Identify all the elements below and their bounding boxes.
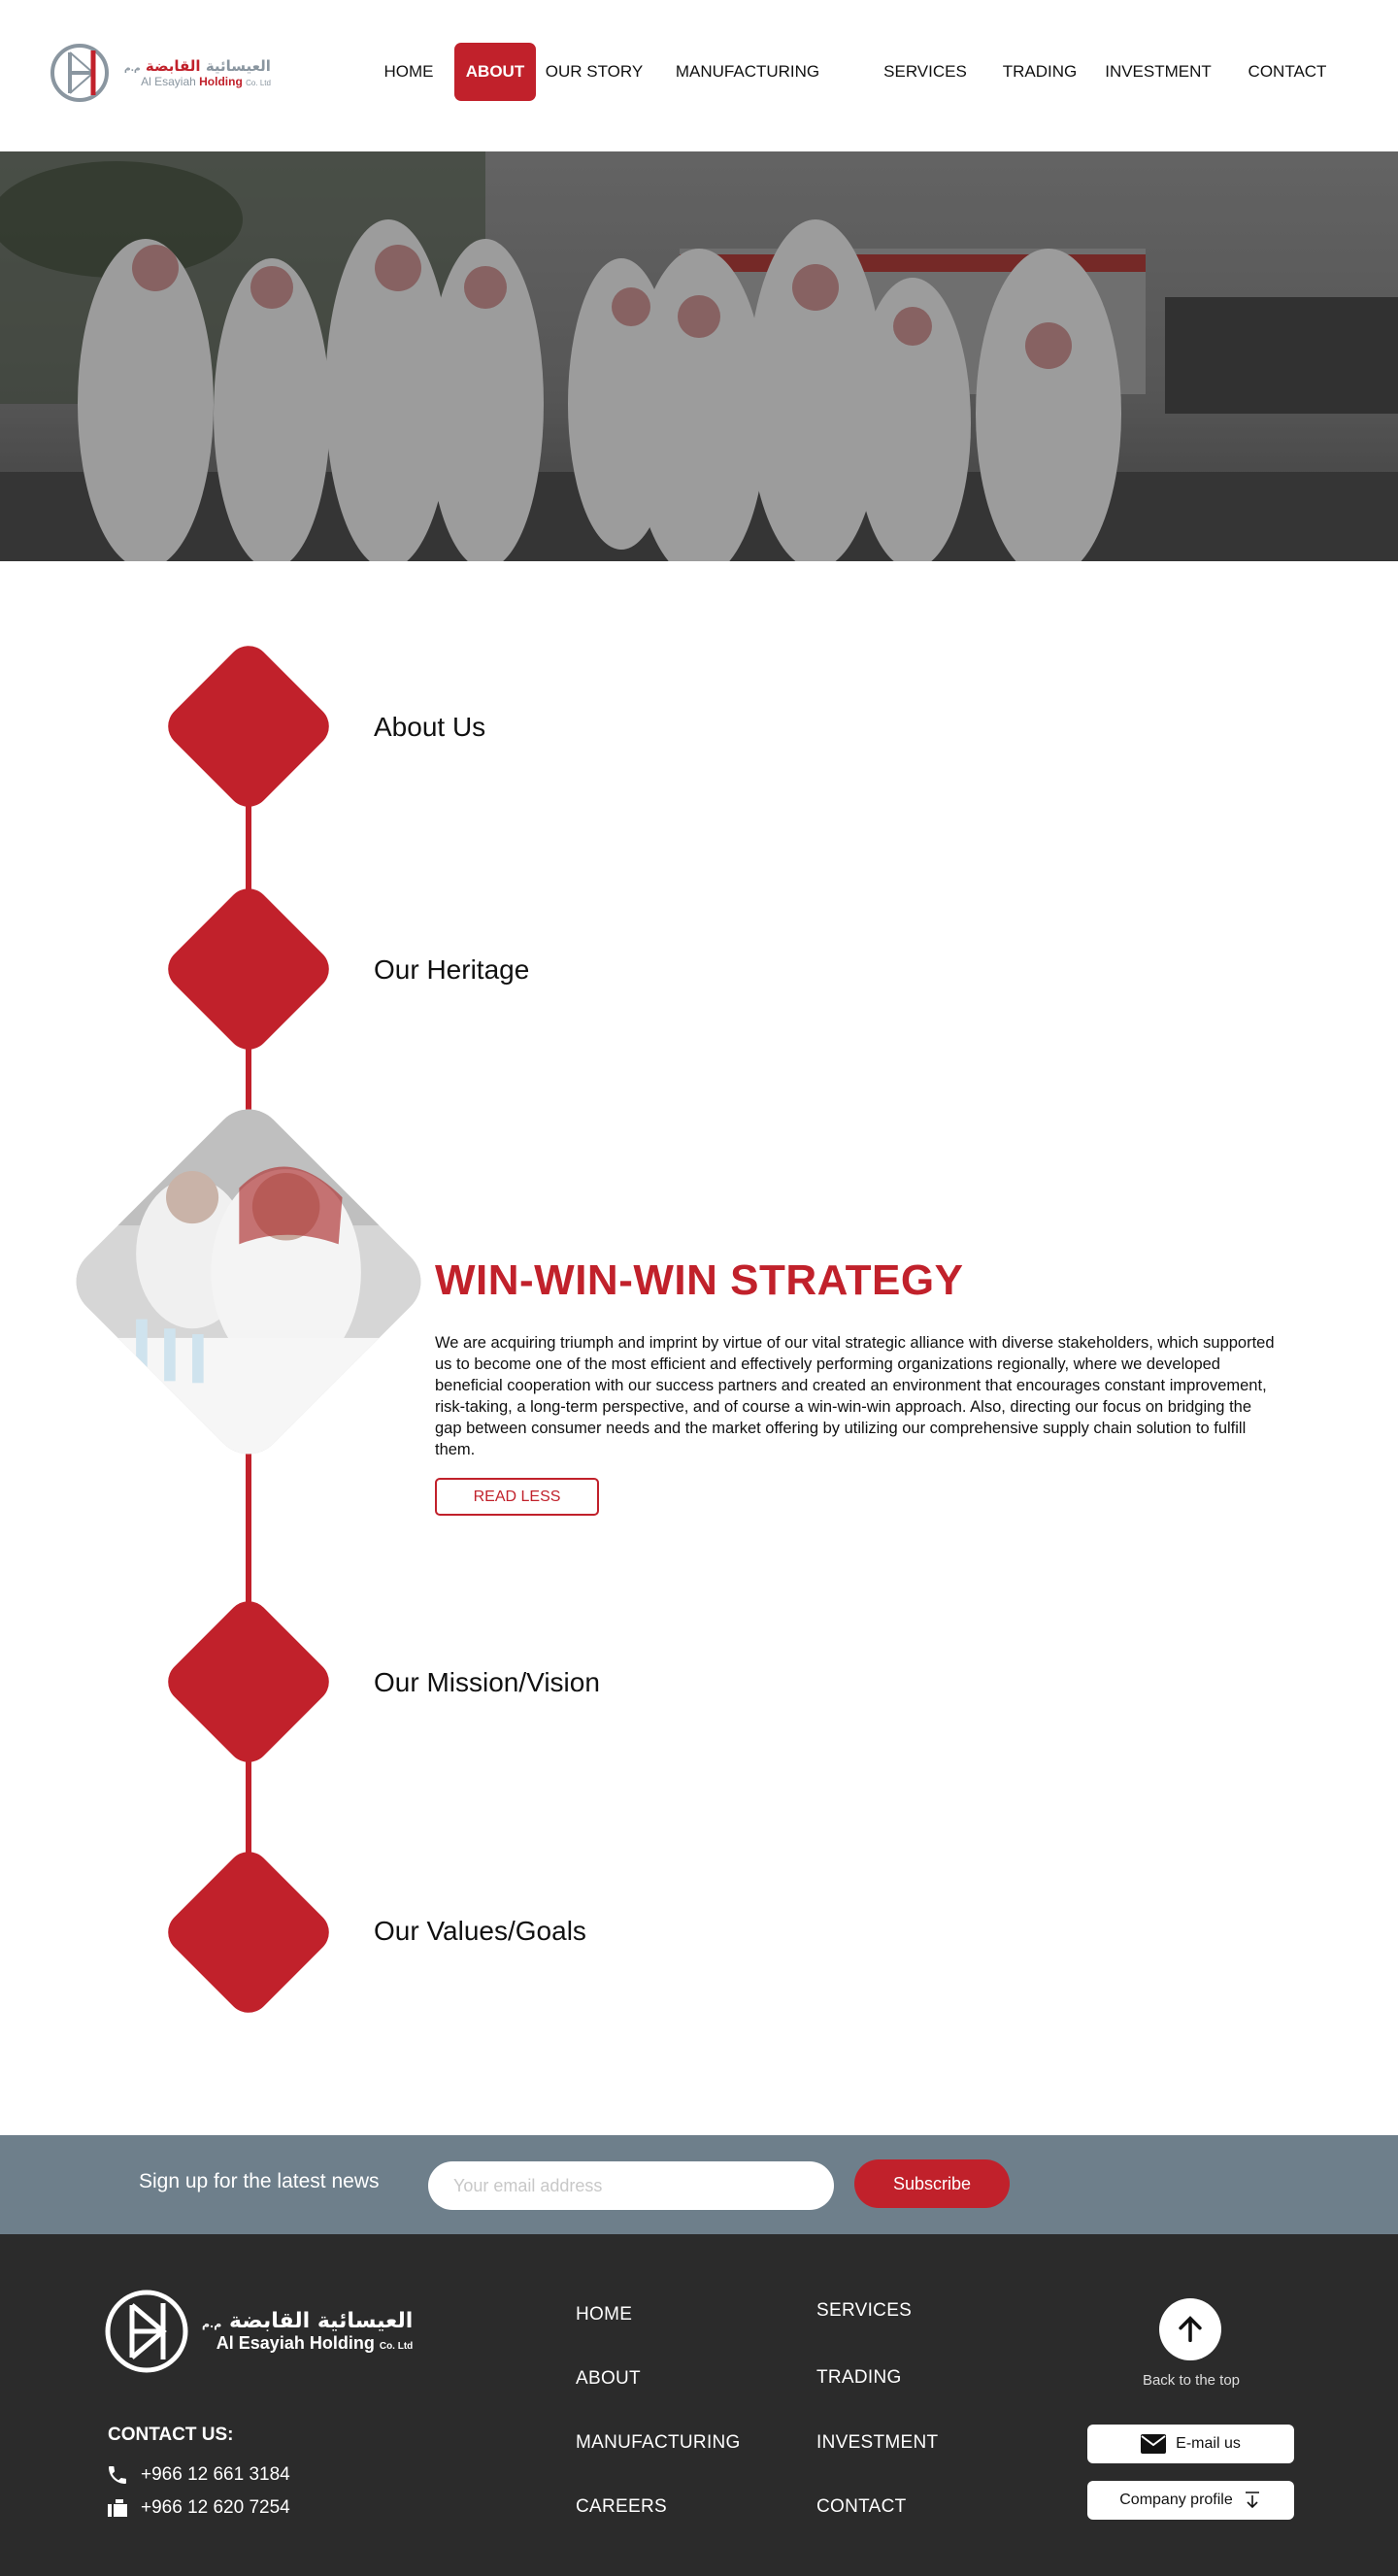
footer-brand-ar-suffix: م.م: [202, 2318, 222, 2330]
timeline-node-about-us[interactable]: [159, 637, 338, 816]
newsletter-email-input[interactable]: [428, 2161, 834, 2210]
envelope-icon: [1141, 2434, 1167, 2454]
timeline-label-values-goals[interactable]: Our Values/Goals: [374, 1916, 586, 1946]
company-profile-label: Company profile: [1119, 2492, 1233, 2508]
site-footer: العيسائية القابضة م.م Al Esayiah Holding…: [0, 2234, 1398, 2576]
strategy-meeting-photo: [61, 1094, 436, 1469]
timeline-node-mission-vision[interactable]: [159, 1592, 338, 1771]
nav-investment[interactable]: INVESTMENT: [1105, 62, 1212, 81]
footer-link-manufacturing[interactable]: MANUFACTURING: [576, 2432, 741, 2453]
footer-link-investment[interactable]: INVESTMENT: [816, 2432, 939, 2453]
nav-trading[interactable]: TRADING: [1002, 62, 1078, 81]
footer-link-contact[interactable]: CONTACT: [816, 2496, 907, 2517]
brand-name-en-suffix: Co. Ltd: [246, 79, 271, 87]
main-nav: HOME ABOUT OUR STORY MANUFACTURING SERVI…: [369, 43, 1340, 101]
contact-phone-number: +966 12 661 3184: [141, 2464, 290, 2485]
email-us-label: E-mail us: [1176, 2435, 1241, 2452]
company-profile-button[interactable]: Company profile: [1087, 2481, 1294, 2520]
timeline-label-about-us[interactable]: About Us: [374, 712, 486, 742]
strategy-body: We are acquiring triumph and imprint by …: [435, 1334, 1275, 1458]
brand-name-en-highlight: Holding: [199, 75, 243, 88]
timeline-label-our-heritage[interactable]: Our Heritage: [374, 954, 530, 985]
brand-name-en-prefix: Al Esayiah: [141, 75, 196, 88]
back-to-top-button[interactable]: [1159, 2298, 1221, 2360]
contact-fax-number: +966 12 620 7254: [141, 2497, 290, 2518]
timeline-node-our-heritage[interactable]: [159, 880, 338, 1058]
footer-link-about[interactable]: ABOUT: [576, 2368, 641, 2389]
hero-photo-group-walking: [0, 151, 1398, 561]
email-us-button[interactable]: E-mail us: [1087, 2425, 1294, 2463]
nav-manufacturing[interactable]: MANUFACTURING: [675, 62, 820, 81]
contact-fax[interactable]: +966 12 620 7254: [106, 2496, 290, 2520]
site-header: العيسائية القابضة م.م Al Esayiah Holding…: [0, 0, 1398, 151]
logo-mark-icon: [50, 44, 109, 102]
newsletter-bar: Sign up for the latest news Subscribe: [0, 2135, 1398, 2234]
nav-contact[interactable]: CONTACT: [1248, 62, 1327, 81]
strategy-title: WIN-WIN-WIN STRATEGY: [435, 1256, 964, 1304]
newsletter-label: Sign up for the latest news: [139, 2170, 380, 2192]
footer-brand-en-highlight: Holding: [309, 2333, 375, 2353]
footer-link-services[interactable]: SERVICES: [816, 2300, 913, 2321]
back-to-top-label: Back to the top: [1142, 2372, 1241, 2389]
contact-phone[interactable]: +966 12 661 3184: [106, 2463, 290, 2487]
timeline-label-mission-vision[interactable]: Our Mission/Vision: [374, 1667, 600, 1697]
brand-name-ar-prefix: العيسائية: [205, 57, 271, 75]
timeline-node-values-goals[interactable]: [159, 1843, 338, 2022]
footer-brand-ar-prefix: العيسائية: [316, 2309, 414, 2333]
footer-brand-ar-highlight: القابضة: [228, 2309, 311, 2333]
nav-about[interactable]: ABOUT: [454, 43, 536, 101]
hero-banner: [0, 151, 1398, 561]
brand-name-ar-highlight: القابضة: [145, 57, 201, 75]
nav-services[interactable]: SERVICES: [883, 62, 967, 81]
footer-brand-en-suffix: Co. Ltd: [379, 2341, 414, 2352]
footer-link-careers[interactable]: CAREERS: [576, 2496, 667, 2517]
download-icon: [1245, 2492, 1259, 2509]
footer-logo[interactable]: العيسائية القابضة م.م Al Esayiah Holding…: [103, 2288, 413, 2375]
footer-link-trading[interactable]: TRADING: [816, 2367, 902, 2388]
brand-logo[interactable]: العيسائية القابضة م.م Al Esayiah Holding…: [50, 39, 274, 107]
fax-icon: [108, 2499, 127, 2517]
timeline-node-strategy-photo[interactable]: [61, 1094, 436, 1469]
footer-logo-mark-icon: [105, 2290, 188, 2373]
arrow-up-icon: [1179, 2316, 1202, 2343]
phone-icon: [109, 2466, 126, 2484]
contact-title: CONTACT US:: [108, 2425, 234, 2445]
nav-home[interactable]: HOME: [383, 62, 434, 81]
footer-brand-en-prefix: Al Esayiah: [216, 2333, 305, 2353]
nav-our-story[interactable]: OUR STORY: [545, 62, 644, 81]
subscribe-button[interactable]: Subscribe: [854, 2159, 1010, 2208]
read-less-button[interactable]: READ LESS: [435, 1478, 599, 1516]
brand-name-ar-suffix: م.م: [124, 64, 141, 74]
footer-link-home[interactable]: HOME: [576, 2304, 633, 2325]
